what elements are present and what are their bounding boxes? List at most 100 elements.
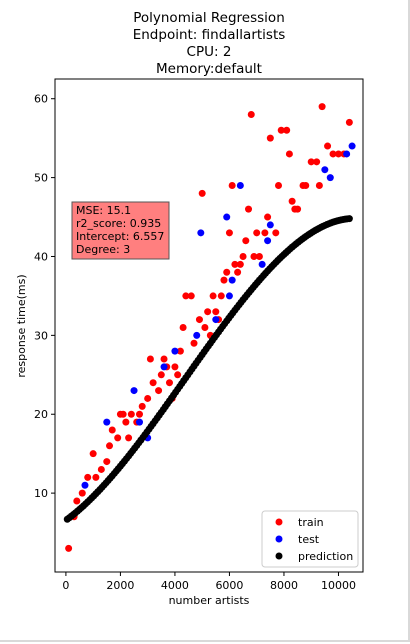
y-tick-label: 30	[34, 329, 48, 342]
train-point	[329, 150, 337, 158]
train-point	[223, 268, 231, 276]
legend-marker-test	[275, 535, 283, 543]
test-point	[264, 237, 272, 245]
x-tick-label: 0	[62, 579, 69, 592]
train-point	[275, 181, 282, 189]
y-tick-label: 20	[34, 408, 48, 421]
test-point	[266, 221, 274, 229]
y-tick-label: 10	[34, 487, 48, 500]
train-point	[171, 363, 179, 371]
train-point	[97, 465, 105, 473]
test-point	[225, 292, 233, 300]
train-point	[234, 268, 242, 276]
legend-marker-prediction	[275, 552, 283, 560]
train-point	[119, 410, 127, 418]
test-point	[212, 316, 220, 324]
stats-line: Intercept: 6.557	[76, 230, 164, 243]
title-line: Polynomial Regression	[133, 10, 285, 26]
y-tick-label: 50	[34, 172, 48, 185]
y-axis-label: response time(ms)	[15, 274, 28, 377]
train-point	[302, 181, 310, 189]
test-point	[193, 331, 201, 339]
train-point	[315, 181, 323, 189]
data-points	[63, 103, 356, 552]
train-point	[345, 118, 353, 126]
train-point	[277, 126, 285, 134]
legend-label-prediction: prediction	[298, 550, 353, 563]
train-point	[122, 418, 130, 426]
train-point	[217, 292, 225, 300]
test-point	[171, 347, 179, 355]
prediction-point	[345, 215, 353, 223]
test-point	[160, 363, 168, 371]
test-point	[236, 181, 244, 189]
test-point	[81, 481, 89, 489]
train-point	[84, 473, 92, 481]
test-point	[136, 418, 143, 426]
test-point	[130, 387, 138, 395]
train-point	[255, 252, 263, 260]
train-point	[174, 371, 182, 379]
train-point	[190, 339, 198, 347]
test-point	[223, 213, 231, 221]
train-point	[236, 260, 244, 268]
train-point	[261, 229, 269, 237]
train-point	[228, 181, 236, 189]
stats-line: MSE: 15.1	[76, 204, 131, 217]
train-point	[155, 387, 163, 395]
test-point	[197, 229, 205, 237]
train-point	[179, 323, 187, 331]
train-point	[165, 379, 173, 387]
test-point	[103, 418, 111, 426]
train-point	[78, 489, 86, 497]
legend-box	[261, 510, 359, 568]
test-point	[321, 166, 329, 174]
train-point	[195, 316, 203, 324]
x-tick-label: 6000	[215, 579, 243, 592]
train-point	[157, 371, 165, 379]
train-point	[89, 450, 97, 458]
train-point	[138, 402, 146, 410]
train-point	[201, 323, 209, 331]
test-point	[326, 174, 334, 182]
legend-label-train: train	[298, 516, 324, 529]
train-point	[108, 426, 116, 434]
train-point	[125, 434, 133, 442]
train-point	[187, 292, 195, 300]
train-point	[73, 497, 81, 505]
train-point	[231, 260, 239, 268]
legend-marker-train	[275, 518, 283, 526]
train-point	[198, 189, 206, 197]
train-point	[283, 126, 291, 134]
train-point	[220, 276, 228, 284]
train-point	[285, 150, 293, 158]
train-point	[160, 355, 168, 363]
train-point	[253, 229, 261, 237]
train-point	[204, 308, 212, 316]
train-point	[92, 473, 100, 481]
train-point	[272, 229, 280, 237]
train-point	[176, 347, 184, 355]
train-point	[144, 394, 152, 402]
stats-line: Degree: 3	[76, 243, 130, 256]
train-point	[318, 103, 326, 111]
stats-box-background	[71, 201, 170, 260]
test-point	[258, 260, 266, 268]
x-tick-label: 10000	[321, 579, 356, 592]
train-point	[294, 205, 302, 213]
test-point	[228, 276, 236, 284]
train-point	[103, 458, 111, 466]
title-line: Memory:default	[156, 61, 262, 77]
train-point	[334, 150, 342, 158]
y-tick-label: 40	[34, 250, 48, 263]
train-point	[225, 229, 233, 237]
test-point	[348, 142, 356, 150]
legend-label-test: test	[298, 533, 320, 546]
x-tick-label: 2000	[106, 579, 134, 592]
plot-area	[54, 78, 364, 573]
title-line: Endpoint: findallartists	[133, 27, 286, 43]
train-point	[127, 410, 135, 418]
train-point	[264, 213, 272, 221]
